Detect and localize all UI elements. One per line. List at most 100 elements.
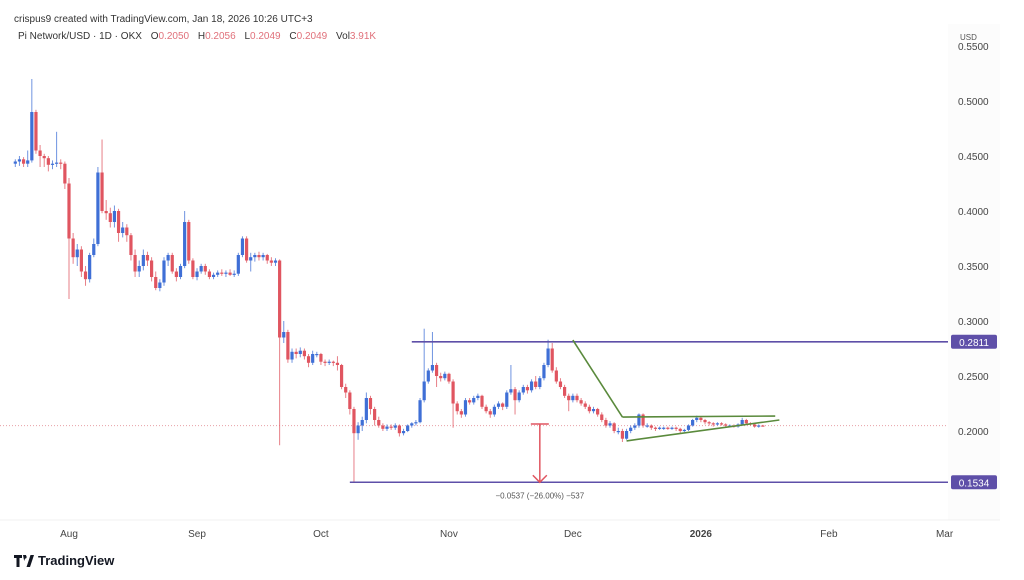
candle <box>439 372 443 382</box>
candle-body <box>401 431 406 434</box>
candle-body <box>575 395 579 401</box>
candle-body <box>108 213 112 222</box>
candle-body <box>315 354 319 356</box>
candle <box>199 263 203 274</box>
candle <box>463 398 468 417</box>
candle-body <box>17 159 22 162</box>
close-value: 0.2049 <box>296 31 328 42</box>
candle <box>79 246 83 277</box>
candle-body <box>521 387 525 393</box>
price-axis <box>948 24 1000 520</box>
trend-line <box>626 419 780 442</box>
candle <box>761 424 765 427</box>
candle-body <box>133 255 137 272</box>
candle <box>587 404 591 414</box>
candle-body <box>327 361 331 363</box>
close-label: C <box>289 31 297 42</box>
candle <box>145 251 150 266</box>
attribution-text: crispus9 created with TradingView.com, J… <box>14 14 313 25</box>
candle-body <box>42 156 46 159</box>
candle-body <box>653 427 658 429</box>
candle-body <box>455 403 459 412</box>
candle <box>571 393 575 403</box>
candle-body <box>501 403 505 407</box>
candle-body <box>311 354 315 363</box>
candle <box>302 348 307 360</box>
measure-label: −0.0537 (−26.00%) −537 <box>495 491 584 500</box>
candle-body <box>21 159 26 164</box>
candle <box>563 384 567 398</box>
candle-body <box>529 381 534 391</box>
candle <box>649 424 653 430</box>
candle-body <box>558 381 563 387</box>
candle-body <box>591 409 596 412</box>
candle-body <box>670 427 674 429</box>
candle <box>554 367 558 384</box>
candle-body <box>298 350 302 354</box>
measure-arrow-icon <box>532 474 548 484</box>
candle <box>166 252 170 266</box>
candle-body <box>426 370 430 382</box>
candle-body <box>170 255 174 272</box>
candle-body <box>278 260 282 338</box>
candle-body <box>600 414 604 420</box>
price-tick-label: 0.3000 <box>958 317 989 328</box>
candle-body <box>290 351 294 360</box>
candle <box>385 424 389 431</box>
candle-body <box>616 431 620 433</box>
candle-body <box>162 260 166 283</box>
candle <box>71 233 75 264</box>
candle-body <box>26 160 30 164</box>
candle <box>620 428 625 442</box>
candle-body <box>385 426 389 429</box>
candle <box>13 159 17 167</box>
candle-body <box>344 387 348 393</box>
candle-body <box>125 227 129 236</box>
trend-line <box>622 415 776 418</box>
candle <box>501 402 505 411</box>
candle-body <box>59 162 63 164</box>
candle <box>323 359 327 367</box>
candles <box>13 79 765 483</box>
candle-body <box>406 425 410 431</box>
candle-body <box>629 427 633 431</box>
candle-body <box>67 183 71 239</box>
candle-body <box>633 425 637 428</box>
candle <box>662 426 666 430</box>
candle-body <box>715 423 720 425</box>
candle-body <box>88 255 92 280</box>
candle-body <box>195 271 199 277</box>
candle-body <box>579 400 583 404</box>
price-level-label: 0.2811 <box>959 338 989 349</box>
price-level-badge <box>951 475 997 490</box>
candle-body <box>377 420 381 426</box>
time-tick-label: Nov <box>440 529 458 540</box>
candle <box>187 219 191 264</box>
candle <box>232 270 236 277</box>
candle <box>377 416 381 428</box>
candle <box>542 362 546 381</box>
candle <box>249 252 253 272</box>
time-tick-label: Sep <box>188 529 206 540</box>
candle-body <box>199 266 203 272</box>
candle-body <box>104 211 108 214</box>
candle-body <box>224 272 228 274</box>
candle <box>641 413 645 428</box>
candle <box>711 422 715 427</box>
candle-body <box>480 395 484 407</box>
candle <box>443 371 447 381</box>
candle <box>311 350 315 365</box>
candle <box>517 390 521 403</box>
candle-body <box>434 365 439 376</box>
candle-body <box>253 255 257 258</box>
candle <box>298 347 302 358</box>
candle <box>492 404 496 417</box>
candle <box>339 363 344 390</box>
candle-body <box>517 392 521 401</box>
open-value: 0.2050 <box>158 31 190 42</box>
candle-body <box>187 222 191 261</box>
candle-body <box>323 361 327 363</box>
candle <box>699 416 703 423</box>
candle <box>88 252 92 283</box>
